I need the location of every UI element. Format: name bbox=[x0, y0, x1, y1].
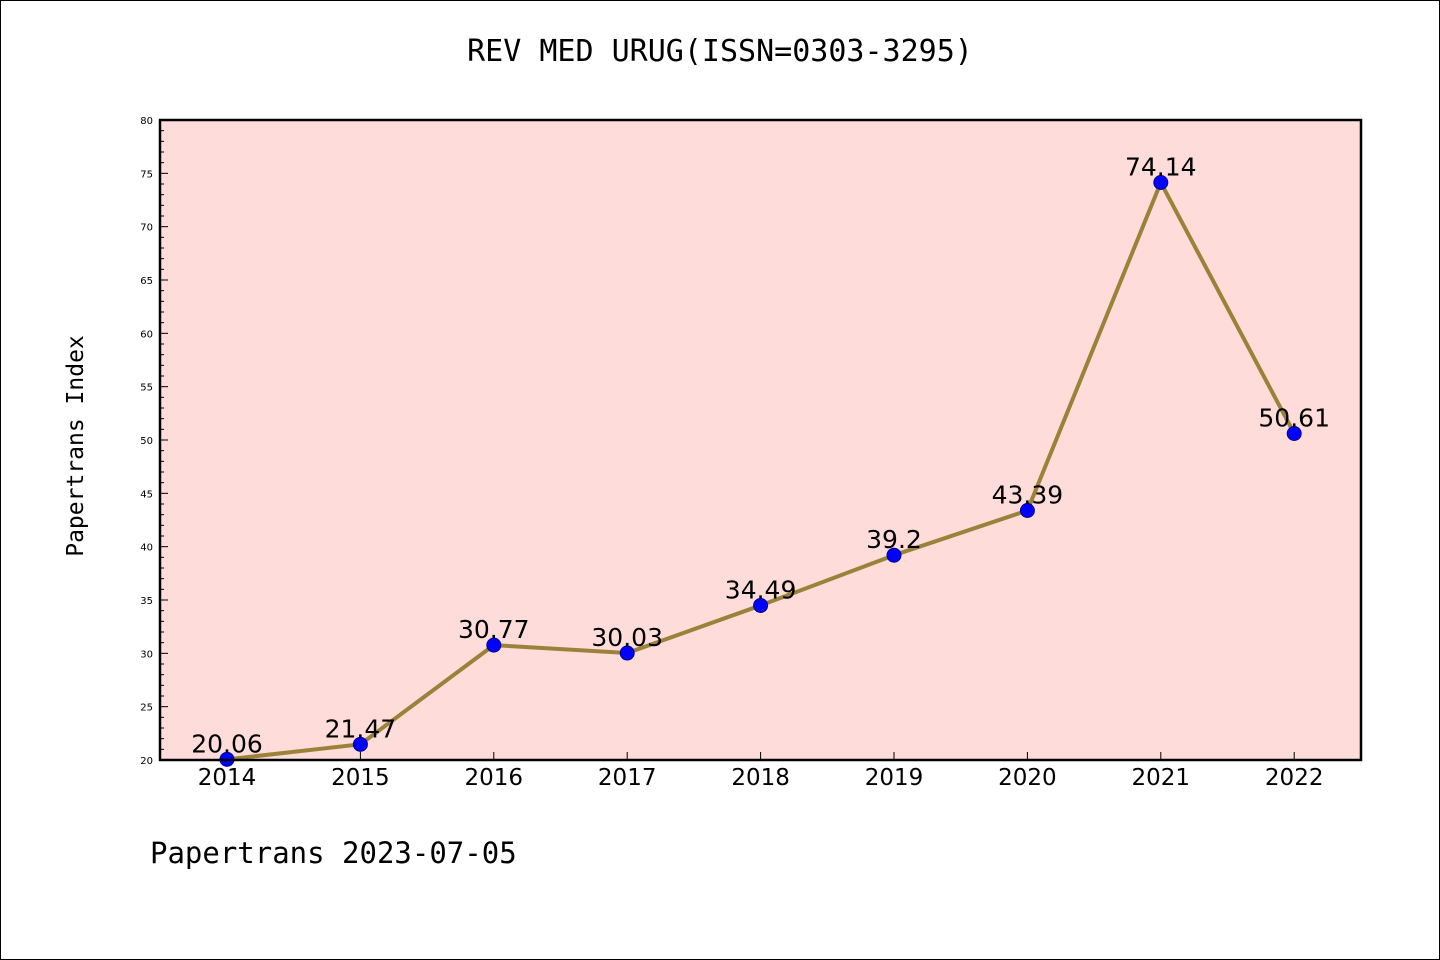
chart-title: REV MED URUG(ISSN=0303-3295) bbox=[467, 34, 973, 69]
data-point bbox=[486, 637, 502, 653]
data-label: 21.47 bbox=[325, 714, 397, 743]
y-tick-label: 40 bbox=[140, 543, 153, 554]
data-point bbox=[886, 547, 902, 563]
y-tick-label: 65 bbox=[140, 276, 153, 287]
x-tick-label: 2021 bbox=[1132, 765, 1191, 791]
y-tick-label: 30 bbox=[140, 649, 153, 660]
data-point bbox=[1019, 503, 1035, 519]
y-tick-label: 75 bbox=[140, 169, 153, 180]
x-tick-label: 2020 bbox=[998, 765, 1057, 791]
y-tick-label: 50 bbox=[140, 436, 153, 447]
footer-date-label: Papertrans 2023-07-05 bbox=[150, 836, 517, 870]
data-point bbox=[1153, 175, 1169, 191]
data-label: 43.39 bbox=[992, 481, 1064, 510]
x-tick-label: 2019 bbox=[865, 765, 924, 791]
x-tick-label: 2014 bbox=[198, 765, 257, 791]
data-labels: 20.06 21.47 30.77 30.03 34.49 39.2 43.39 74.14 5… bbox=[191, 153, 1330, 759]
data-point bbox=[352, 736, 368, 752]
y-tick-label: 55 bbox=[140, 383, 153, 394]
x-tick-label: 2016 bbox=[465, 765, 524, 791]
y-tick-label: 45 bbox=[140, 489, 153, 500]
data-label: 30.77 bbox=[458, 615, 530, 644]
y-tick-label: 70 bbox=[140, 223, 153, 234]
y-tick-label: 80 bbox=[140, 116, 153, 127]
y-tick-label: 25 bbox=[140, 703, 153, 714]
plot-border bbox=[158, 118, 1363, 762]
data-label: 20.06 bbox=[191, 729, 263, 758]
data-label: 74.14 bbox=[1125, 153, 1197, 182]
x-tick-label: 2022 bbox=[1265, 765, 1324, 791]
y-tick-label: 35 bbox=[140, 596, 153, 607]
data-point bbox=[753, 597, 769, 613]
data-label: 34.49 bbox=[725, 575, 797, 604]
data-point bbox=[1286, 425, 1302, 441]
data-label: 39.2 bbox=[866, 525, 922, 554]
y-tick-label: 60 bbox=[140, 329, 153, 340]
plot-area bbox=[160, 120, 1361, 760]
data-point bbox=[619, 645, 635, 661]
x-axis-ticks: 2014 2015 2016 2017 2018 2019 2020 2021 2022 bbox=[198, 752, 1324, 791]
x-tick-label: 2017 bbox=[598, 765, 657, 791]
data-points bbox=[219, 175, 1302, 767]
x-tick-label: 2018 bbox=[731, 765, 790, 791]
data-label: 50.61 bbox=[1258, 403, 1330, 432]
y-tick-label: 20 bbox=[140, 756, 153, 767]
x-tick-label: 2015 bbox=[331, 765, 390, 791]
data-label: 30.03 bbox=[591, 623, 663, 652]
